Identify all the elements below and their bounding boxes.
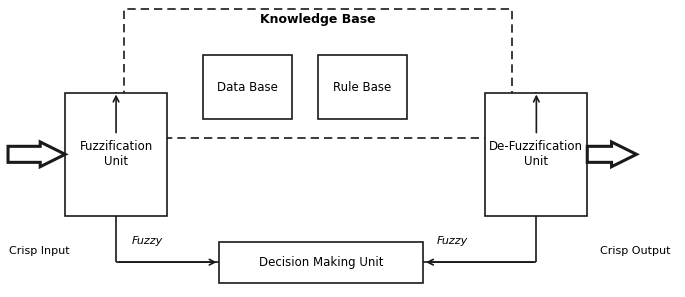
Text: Fuzzy: Fuzzy: [437, 236, 469, 246]
Text: Crisp Input: Crisp Input: [10, 246, 70, 255]
Text: Decision Making Unit: Decision Making Unit: [259, 256, 384, 269]
Bar: [65, 93, 167, 216]
Polygon shape: [8, 142, 65, 167]
Text: Fuzzification
Unit: Fuzzification Unit: [79, 140, 153, 168]
Bar: [318, 55, 407, 119]
Bar: [124, 9, 512, 138]
Bar: [203, 55, 292, 119]
Bar: [219, 242, 423, 282]
Polygon shape: [587, 142, 636, 167]
Text: Fuzzy: Fuzzy: [132, 236, 163, 246]
Text: Crisp Output: Crisp Output: [600, 246, 671, 255]
Text: Data Base: Data Base: [217, 81, 278, 94]
Text: De-Fuzzification
Unit: De-Fuzzification Unit: [489, 140, 584, 168]
Text: Rule Base: Rule Base: [333, 81, 391, 94]
Text: Knowledge Base: Knowledge Base: [260, 13, 376, 26]
Bar: [486, 93, 587, 216]
